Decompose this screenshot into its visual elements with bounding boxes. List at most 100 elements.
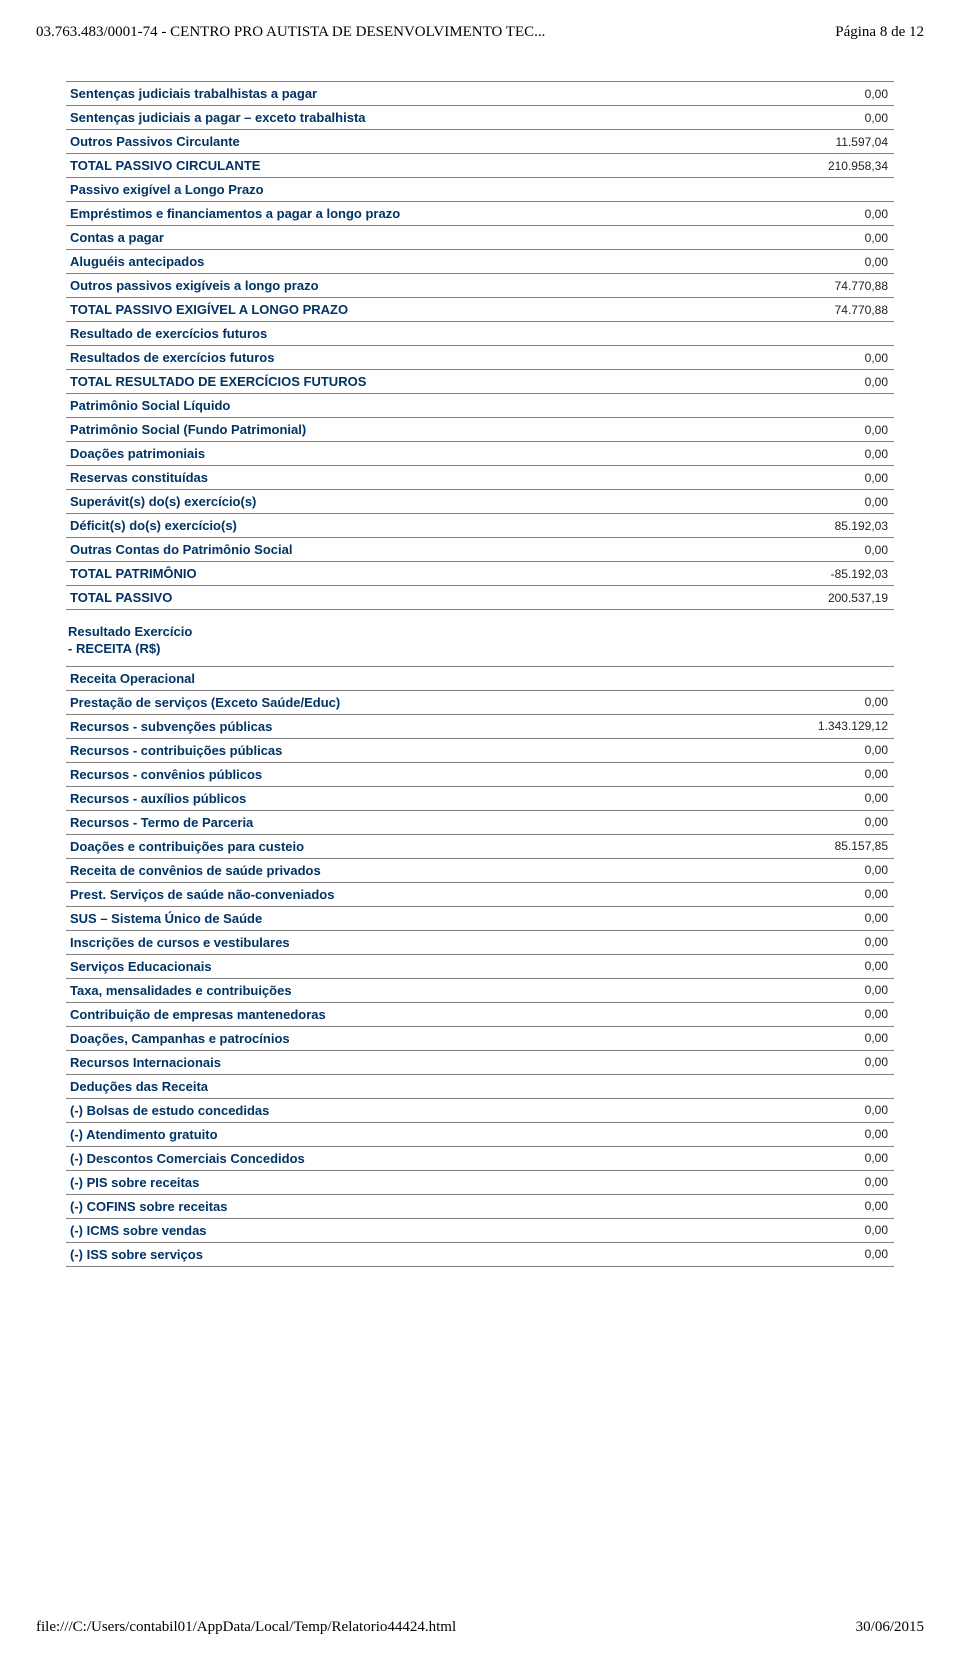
table-row: Outros passivos exigíveis a longo prazo7… [66,274,894,298]
section-title-line1: Resultado Exercício [68,624,192,639]
row-label: Outros passivos exigíveis a longo prazo [66,274,712,298]
row-value: 0,00 [712,810,894,834]
row-value: 0,00 [712,538,894,562]
row-value: 0,00 [712,202,894,226]
page: 03.763.483/0001-74 - CENTRO PRO AUTISTA … [0,0,960,1654]
row-value [712,666,894,690]
row-value: 85.157,85 [712,834,894,858]
row-value: 1.343.129,12 [712,714,894,738]
row-value: 0,00 [712,370,894,394]
row-value: 200.537,19 [712,586,894,610]
table-row: Passivo exigível a Longo Prazo [66,178,894,202]
row-value: 0,00 [712,1146,894,1170]
table-row: (-) Descontos Comerciais Concedidos0,00 [66,1146,894,1170]
row-label: (-) Bolsas de estudo concedidas [66,1098,712,1122]
page-footer: file:///C:/Users/contabil01/AppData/Loca… [36,1619,924,1636]
row-value: 74.770,88 [712,274,894,298]
table-row: (-) Atendimento gratuito0,00 [66,1122,894,1146]
row-label: Prest. Serviços de saúde não-conveniados [66,882,712,906]
table-row: Recursos - contribuições públicas0,00 [66,738,894,762]
row-value [712,178,894,202]
row-label: (-) ISS sobre serviços [66,1242,712,1266]
row-value: 0,00 [712,1194,894,1218]
table-row: Contas a pagar0,00 [66,226,894,250]
row-value: 0,00 [712,978,894,1002]
table-row: Doações e contribuições para custeio85.1… [66,834,894,858]
row-label: Doações, Campanhas e patrocínios [66,1026,712,1050]
row-value: 0,00 [712,858,894,882]
row-value: 0,00 [712,490,894,514]
row-value: 0,00 [712,1026,894,1050]
row-label: Outras Contas do Patrimônio Social [66,538,712,562]
row-value: 0,00 [712,786,894,810]
row-label: (-) COFINS sobre receitas [66,1194,712,1218]
row-value: 0,00 [712,906,894,930]
row-label: Resultados de exercícios futuros [66,346,712,370]
row-value: 0,00 [712,738,894,762]
row-label: SUS – Sistema Único de Saúde [66,906,712,930]
row-label: Sentenças judiciais trabalhistas a pagar [66,82,712,106]
row-label: Recursos - auxílios públicos [66,786,712,810]
row-value: 0,00 [712,1050,894,1074]
row-label: (-) Atendimento gratuito [66,1122,712,1146]
row-value: 0,00 [712,1098,894,1122]
table-row: Reservas constituídas0,00 [66,466,894,490]
row-value: 0,00 [712,82,894,106]
table-row: Aluguéis antecipados0,00 [66,250,894,274]
row-value: 0,00 [712,226,894,250]
header-left: 03.763.483/0001-74 - CENTRO PRO AUTISTA … [36,24,545,41]
table-row: Sentenças judiciais a pagar – exceto tra… [66,106,894,130]
table-row: TOTAL PASSIVO200.537,19 [66,586,894,610]
row-label: Outros Passivos Circulante [66,130,712,154]
table-row: Inscrições de cursos e vestibulares0,00 [66,930,894,954]
row-value: 0,00 [712,346,894,370]
row-value: 0,00 [712,106,894,130]
row-label: Passivo exigível a Longo Prazo [66,178,712,202]
table-row: (-) PIS sobre receitas0,00 [66,1170,894,1194]
row-value: 0,00 [712,1002,894,1026]
row-label: Recursos - subvenções públicas [66,714,712,738]
table-row: Patrimônio Social (Fundo Patrimonial)0,0… [66,418,894,442]
table-row: Recursos - convênios públicos0,00 [66,762,894,786]
row-label: Doações e contribuições para custeio [66,834,712,858]
table-row: Taxa, mensalidades e contribuições0,00 [66,978,894,1002]
table-row: Resultados de exercícios futuros0,00 [66,346,894,370]
row-label: Resultado de exercícios futuros [66,322,712,346]
footer-right: 30/06/2015 [856,1619,924,1636]
table-row: Empréstimos e financiamentos a pagar a l… [66,202,894,226]
table-row: Patrimônio Social Líquido [66,394,894,418]
table-row: Outros Passivos Circulante11.597,04 [66,130,894,154]
row-value: 0,00 [712,882,894,906]
row-label: Reservas constituídas [66,466,712,490]
row-label: Recursos - convênios públicos [66,762,712,786]
section-title-line2: - RECEITA (R$) [68,641,160,656]
row-value: 11.597,04 [712,130,894,154]
row-value: 0,00 [712,762,894,786]
row-label: Recursos Internacionais [66,1050,712,1074]
row-label: Receita Operacional [66,666,712,690]
row-label: TOTAL PATRIMÔNIO [66,562,712,586]
table-row: TOTAL PATRIMÔNIO-85.192,03 [66,562,894,586]
row-value: 85.192,03 [712,514,894,538]
financial-table-passivo: Sentenças judiciais trabalhistas a pagar… [66,81,894,610]
row-value: 0,00 [712,418,894,442]
row-label: (-) PIS sobre receitas [66,1170,712,1194]
row-label: Contribuição de empresas mantenedoras [66,1002,712,1026]
table-row: Outras Contas do Patrimônio Social0,00 [66,538,894,562]
row-value: 0,00 [712,1218,894,1242]
row-value [712,1074,894,1098]
row-label: TOTAL RESULTADO DE EXERCÍCIOS FUTUROS [66,370,712,394]
table-row: Recursos - Termo de Parceria0,00 [66,810,894,834]
row-label: Recursos - Termo de Parceria [66,810,712,834]
row-label: Prestação de serviços (Exceto Saúde/Educ… [66,690,712,714]
row-value: 0,00 [712,930,894,954]
row-value: 0,00 [712,466,894,490]
row-value: 0,00 [712,1242,894,1266]
row-label: Superávit(s) do(s) exercício(s) [66,490,712,514]
table-row: (-) COFINS sobre receitas0,00 [66,1194,894,1218]
row-value: 0,00 [712,1122,894,1146]
table-row: (-) ICMS sobre vendas0,00 [66,1218,894,1242]
header-right: Página 8 de 12 [835,24,924,41]
footer-left: file:///C:/Users/contabil01/AppData/Loca… [36,1619,456,1636]
table-row: Recursos - auxílios públicos0,00 [66,786,894,810]
